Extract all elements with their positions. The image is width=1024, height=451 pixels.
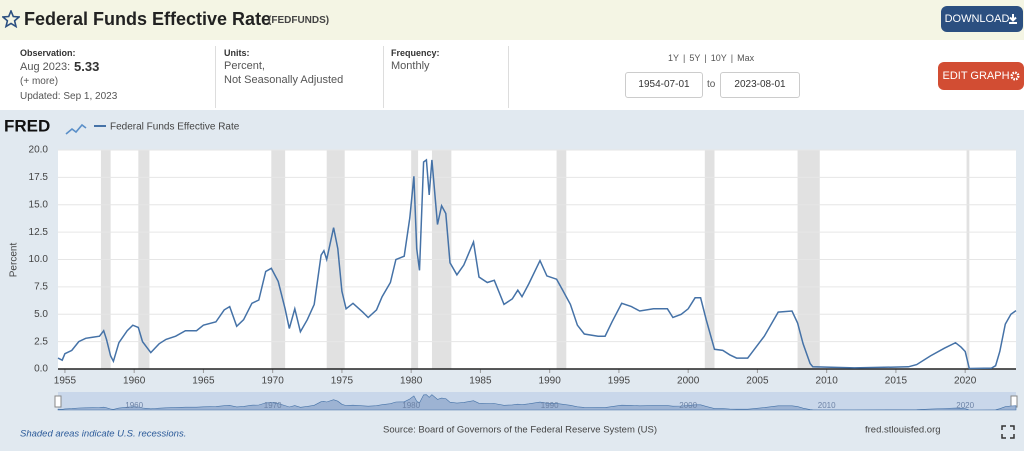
y-tick-label: 15.0 xyxy=(29,199,49,210)
x-tick-label: 2010 xyxy=(816,376,839,387)
navigator-bg xyxy=(58,392,1016,410)
frequency: Monthly xyxy=(391,60,430,72)
y-tick-label: 17.5 xyxy=(29,172,49,183)
edit-graph-button[interactable]: EDIT GRAPH xyxy=(938,62,1024,90)
start-date[interactable]: 1954-07-01 xyxy=(625,72,703,98)
separator: | xyxy=(704,53,707,63)
download-button[interactable]: DOWNLOAD xyxy=(941,6,1023,32)
navigator-handle[interactable] xyxy=(1010,395,1018,408)
x-tick-label: 1970 xyxy=(262,376,285,387)
units: Not Seasonally Adjusted xyxy=(224,74,344,86)
y-tick-label: 7.5 xyxy=(34,282,48,293)
info-bar: Observation: Aug 2023: 5.33 (+ more) Upd… xyxy=(0,40,1024,110)
obs-date: Aug 2023: xyxy=(20,61,71,73)
obs-value: 5.33 xyxy=(74,59,100,74)
units: Percent, xyxy=(224,60,265,72)
y-tick-label: 20.0 xyxy=(29,145,49,156)
divider xyxy=(383,46,384,108)
x-tick-label: 2020 xyxy=(954,376,977,387)
x-tick-label: 1980 xyxy=(400,376,423,387)
range-link[interactable]: 1Y xyxy=(668,53,680,63)
separator: | xyxy=(683,53,686,63)
x-tick-label: 1985 xyxy=(469,376,492,387)
y-tick-label: 10.0 xyxy=(29,254,49,265)
x-tick-label: 1975 xyxy=(331,376,354,387)
navigator-tick-label: 1960 xyxy=(125,401,143,410)
range-link[interactable]: 10Y xyxy=(710,53,727,63)
range-links: 1Y | 5Y | 10Y | Max xyxy=(668,53,754,63)
updated: Updated: Sep 1, 2023 xyxy=(20,91,118,102)
divider xyxy=(215,46,216,108)
logo-icon xyxy=(65,123,87,135)
x-tick-label: 1965 xyxy=(192,376,215,387)
navigator-tick-label: 1970 xyxy=(264,401,282,410)
download-label: DOWNLOAD xyxy=(944,13,1010,25)
fullscreen-icon[interactable] xyxy=(1001,425,1015,439)
more-link[interactable]: (+ more) xyxy=(20,76,59,87)
separator: | xyxy=(730,53,734,63)
range-link[interactable]: Max xyxy=(737,53,755,63)
star-icon[interactable] xyxy=(2,10,20,28)
navigator-tick-label: 2010 xyxy=(818,401,836,410)
chart-panel: FRED Federal Funds Effective Rate Percen… xyxy=(0,110,1024,451)
x-tick-label: 1955 xyxy=(54,376,77,387)
navigator-area xyxy=(57,394,1017,411)
source: Source: Board of Governors of the Federa… xyxy=(383,425,657,436)
x-tick-label: 2000 xyxy=(677,376,700,387)
x-tick-label: 1990 xyxy=(539,376,562,387)
y-tick-label: 5.0 xyxy=(34,309,48,320)
header: Federal Funds Effective Rate (FEDFUNDS) … xyxy=(0,0,1024,40)
download-icon xyxy=(1009,14,1017,24)
freq-label: Frequency: xyxy=(391,48,440,58)
recession-note: Shaded areas indicate U.S. recessions. xyxy=(20,429,186,440)
navigator-tick-label: 2020 xyxy=(956,401,974,410)
edit-label: EDIT GRAPH xyxy=(942,70,1010,82)
navigator-tick-label: 1990 xyxy=(541,401,559,410)
y-axis-label: Percent xyxy=(9,243,20,278)
title: Federal Funds Effective Rate xyxy=(24,9,272,29)
navigator-tick-label: 2000 xyxy=(679,401,697,410)
fred-logo: FRED xyxy=(4,116,50,135)
range-link[interactable]: 5Y xyxy=(689,53,701,63)
x-tick-label: 1960 xyxy=(123,376,146,387)
x-tick-label: 2015 xyxy=(885,376,908,387)
series-line xyxy=(57,158,1017,370)
navigator-tick-label: 1980 xyxy=(402,401,420,410)
divider xyxy=(508,46,509,108)
units-label: Units: xyxy=(224,48,250,58)
series-code: (FEDFUNDS) xyxy=(268,15,330,26)
y-tick-label: 0.0 xyxy=(34,364,48,375)
to-label: to xyxy=(707,79,716,90)
x-tick-label: 2005 xyxy=(746,376,769,387)
x-tick-label: 1995 xyxy=(608,376,631,387)
navigator-handle[interactable] xyxy=(54,395,62,408)
gear-icon xyxy=(1010,71,1020,81)
obs-label: Observation: xyxy=(20,48,76,58)
y-tick-label: 12.5 xyxy=(29,227,49,238)
y-tick-label: 2.5 xyxy=(34,336,48,347)
legend-label: Federal Funds Effective Rate xyxy=(110,122,240,133)
end-date[interactable]: 2023-08-01 xyxy=(720,72,800,98)
site: fred.stlouisfed.org xyxy=(865,425,941,436)
